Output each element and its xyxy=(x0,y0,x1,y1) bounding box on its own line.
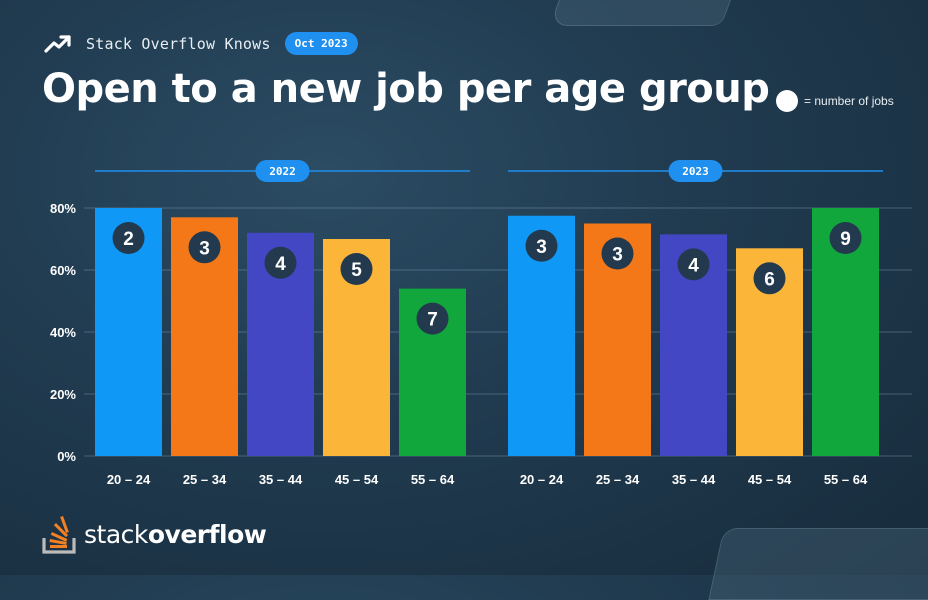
y-tick-label: 40% xyxy=(50,325,76,340)
job-count-marker xyxy=(416,302,449,335)
job-count-label: 3 xyxy=(612,245,623,266)
header-bar: Stack Overflow Knows Oct 2023 xyxy=(44,32,358,55)
job-count-marker xyxy=(677,248,710,281)
y-tick-label: 20% xyxy=(50,387,76,402)
job-count-marker xyxy=(525,229,558,262)
chart-title: Open to a new job per age group xyxy=(42,66,770,112)
x-tick-label: 35 – 44 xyxy=(259,472,303,487)
group-label: 2023 xyxy=(682,165,709,178)
series-kicker: Stack Overflow Knows xyxy=(86,34,271,53)
x-tick-label: 25 – 34 xyxy=(183,472,227,487)
x-tick-label: 35 – 44 xyxy=(672,472,716,487)
white-circle-icon xyxy=(776,90,798,112)
y-tick-label: 60% xyxy=(50,263,76,278)
legend: = number of jobs xyxy=(776,90,894,112)
job-count-marker xyxy=(601,237,634,270)
y-tick-label: 0% xyxy=(57,449,76,464)
job-count-label: 4 xyxy=(275,254,286,275)
job-count-marker xyxy=(188,231,221,264)
job-count-marker xyxy=(112,222,145,254)
job-count-label: 3 xyxy=(536,237,547,258)
bar-chart: 80% 60% 40% 20% 0% 2022 2 20 – 24 3 25 – 34 4 35 – … xyxy=(50,160,912,487)
job-count-label: 9 xyxy=(840,229,851,250)
stack-overflow-logo: stackoverflow xyxy=(42,512,267,556)
legend-label: = number of jobs xyxy=(804,94,894,108)
x-tick-label: 20 – 24 xyxy=(107,472,151,487)
job-count-label: 7 xyxy=(427,310,438,331)
x-tick-label: 25 – 34 xyxy=(596,472,640,487)
x-tick-label: 55 – 64 xyxy=(411,472,455,487)
job-count-label: 5 xyxy=(351,260,362,281)
job-count-marker xyxy=(829,222,862,254)
group-badge xyxy=(668,160,723,182)
x-tick-label: 20 – 24 xyxy=(520,472,564,487)
stack-overflow-logo-icon xyxy=(42,516,76,554)
group-label: 2022 xyxy=(269,165,296,178)
job-count-marker xyxy=(753,262,786,295)
group-badge xyxy=(255,160,310,182)
job-count-marker xyxy=(340,253,373,285)
job-count-marker xyxy=(264,246,297,279)
date-badge: Oct 2023 xyxy=(284,32,358,55)
x-tick-label: 45 – 54 xyxy=(748,472,792,487)
job-count-label: 6 xyxy=(764,269,775,290)
job-count-label: 4 xyxy=(688,255,699,276)
trending-up-icon xyxy=(44,34,71,53)
job-count-label: 3 xyxy=(199,238,210,259)
logo-word-bold: overflow xyxy=(147,519,267,549)
y-tick-label: 80% xyxy=(50,201,76,216)
x-tick-label: 45 – 54 xyxy=(335,472,379,487)
logo-word-light: stack xyxy=(84,519,148,549)
x-tick-label: 55 – 64 xyxy=(824,472,868,487)
job-count-label: 2 xyxy=(123,229,134,250)
logo-wordmark: stackoverflow xyxy=(84,519,267,549)
